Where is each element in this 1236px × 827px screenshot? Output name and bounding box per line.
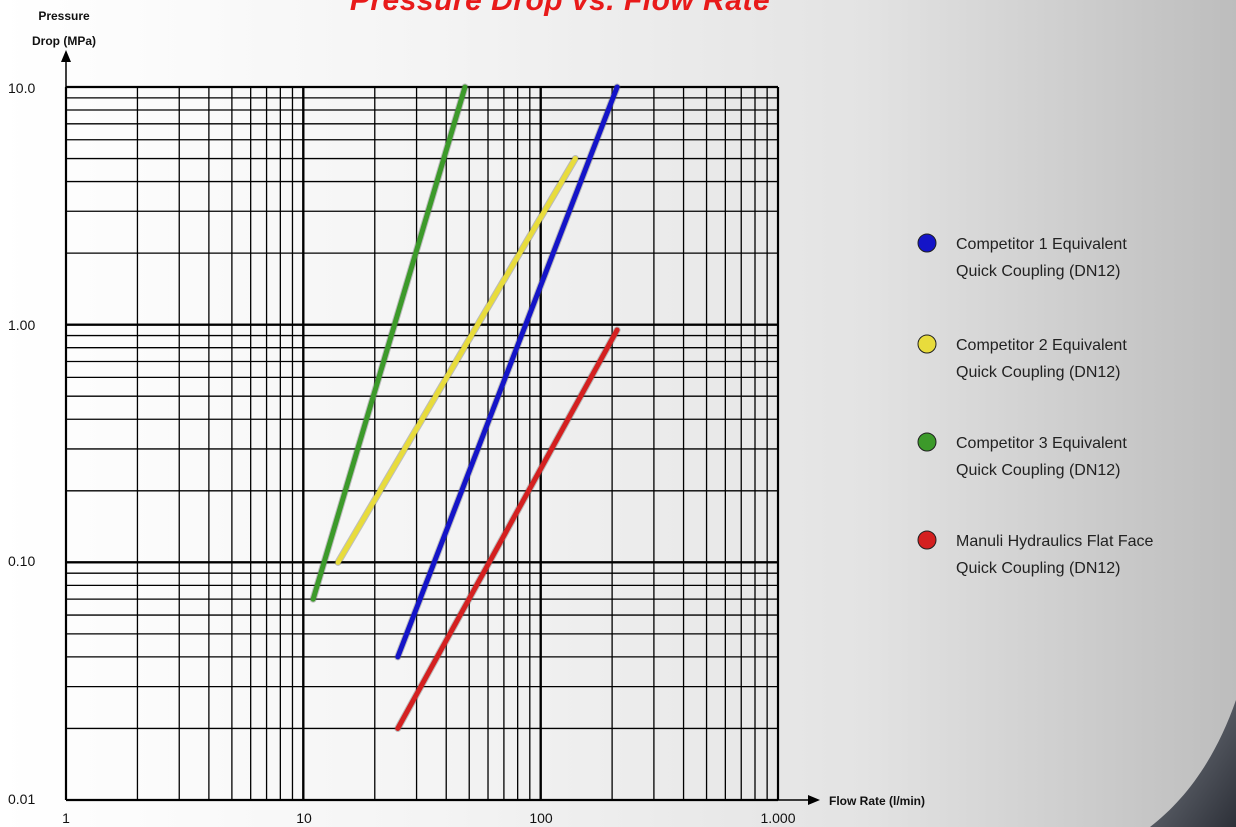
x-tick-labels: 1 10 100 1.000 bbox=[62, 810, 796, 826]
series-line-4 bbox=[395, 327, 620, 731]
legend-item: Competitor 3 Equivalent Quick Coupling (… bbox=[917, 432, 1127, 479]
legend-label-line-2: Quick Coupling (DN12) bbox=[956, 364, 1121, 381]
legend-swatch-icon bbox=[917, 432, 937, 452]
y-axis-label-line-1: Pressure bbox=[38, 9, 90, 23]
x-tick-label: 1 bbox=[62, 810, 70, 826]
y-tick-label: 1.00 bbox=[8, 317, 35, 333]
legend-label-line-2: Quick Coupling (DN12) bbox=[956, 263, 1121, 280]
series-lines bbox=[309, 83, 621, 732]
grid-lines bbox=[64, 85, 780, 802]
y-tick-label: 0.01 bbox=[8, 791, 35, 807]
y-tick-labels: 10.0 1.00 0.10 0.01 bbox=[8, 80, 35, 807]
legend-item: Competitor 2 Equivalent Quick Coupling (… bbox=[917, 334, 1127, 381]
x-tick-label: 100 bbox=[529, 810, 553, 826]
y-tick-label: 10.0 bbox=[8, 80, 35, 96]
legend-label-line-1: Competitor 1 Equivalent bbox=[956, 236, 1127, 253]
legend: Competitor 1 Equivalent Quick Coupling (… bbox=[917, 233, 1154, 577]
legend-item: Competitor 1 Equivalent Quick Coupling (… bbox=[917, 233, 1127, 280]
legend-label-line-2: Quick Coupling (DN12) bbox=[956, 462, 1121, 479]
legend-item: Manuli Hydraulics Flat Face Quick Coupli… bbox=[917, 530, 1154, 577]
series-line-3 bbox=[310, 84, 468, 602]
x-tick-label: 1.000 bbox=[760, 810, 795, 826]
legend-label-line-2: Quick Coupling (DN12) bbox=[956, 560, 1121, 577]
y-axis-label-line-2: Drop (MPa) bbox=[32, 34, 96, 48]
legend-swatch-icon bbox=[917, 530, 937, 550]
y-axis-arrow-icon bbox=[61, 50, 71, 62]
x-axis-label: Flow Rate (l/min) bbox=[829, 794, 925, 808]
legend-swatch-icon bbox=[917, 334, 937, 354]
corner-decoration bbox=[1150, 700, 1236, 827]
legend-label-line-1: Competitor 2 Equivalent bbox=[956, 337, 1127, 354]
legend-label-line-1: Competitor 3 Equivalent bbox=[956, 435, 1127, 452]
chart-title: Pressure Drop vs. Flow Rate bbox=[349, 0, 771, 17]
x-tick-label: 10 bbox=[296, 810, 312, 826]
x-axis-arrow-icon bbox=[808, 795, 820, 805]
series-line-1 bbox=[395, 84, 620, 660]
legend-swatch-icon bbox=[917, 233, 937, 253]
y-tick-label: 0.10 bbox=[8, 553, 35, 569]
series-line-2 bbox=[335, 156, 578, 565]
axes bbox=[61, 50, 820, 805]
legend-label-line-1: Manuli Hydraulics Flat Face bbox=[956, 533, 1154, 550]
